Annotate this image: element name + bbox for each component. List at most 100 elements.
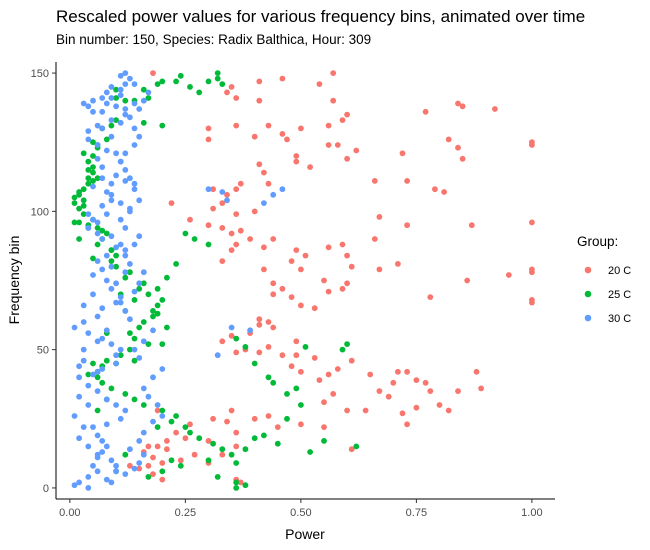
point-20-c [492,106,498,112]
point-25-c [126,269,133,276]
point-30-c [99,449,106,455]
point-20-c [339,241,346,248]
point-25-c [113,117,119,123]
point-25-c [85,167,92,173]
point-20-c [330,391,337,397]
point-30-c [122,407,129,414]
point-20-c [150,471,156,477]
point-30-c [94,368,101,375]
point-20-c [219,258,226,264]
point-20-c [468,222,475,229]
point-25-c [94,374,101,381]
point-30-c [90,272,96,278]
legend-key-20-c [584,266,592,274]
point-25-c [94,225,101,231]
point-25-c [251,360,258,367]
point-20-c [325,122,332,129]
point-30-c [140,338,147,345]
point-30-c [113,468,119,475]
point-20-c [427,388,434,394]
point-20-c [362,407,369,414]
point-20-c [427,294,434,300]
point-30-c [80,319,87,325]
point-25-c [196,435,203,442]
point-25-c [173,261,180,267]
point-20-c [344,407,350,414]
point-25-c [108,122,115,129]
point-30-c [108,341,115,347]
point-25-c [159,407,166,414]
point-20-c [445,407,452,414]
point-25-c [85,180,92,187]
point-20-c [150,70,156,76]
point-25-c [154,310,161,317]
point-25-c [284,391,290,397]
point-30-c [85,382,92,389]
point-30-c [140,269,147,276]
point-25-c [233,485,240,491]
point-20-c [395,368,401,375]
point-30-c [122,269,129,276]
point-25-c [154,81,161,87]
point-25-c [177,72,184,79]
point-30-c [140,451,147,458]
point-30-c [99,125,106,132]
point-25-c [94,241,101,248]
point-30-c [140,429,147,436]
point-30-c [108,180,115,187]
point-30-c [103,327,110,334]
point-25-c [76,236,82,242]
point-25-c [80,197,87,204]
point-30-c [117,216,124,223]
point-20-c [422,108,429,115]
point-25-c [126,346,133,353]
point-20-c [325,142,332,148]
point-30-c [126,208,133,215]
point-20-c [344,111,350,118]
point-25-c [94,175,101,182]
point-25-c [113,86,119,93]
point-25-c [339,346,346,353]
point-20-c [316,81,323,87]
point-20-c [298,368,304,375]
point-20-c [422,379,429,386]
x-tick-label: 0.00 [59,507,80,519]
point-30-c [113,462,119,469]
point-20-c [339,117,346,123]
point-25-c [242,344,249,350]
point-30-c [150,374,156,381]
point-30-c [90,97,96,104]
point-30-c [117,415,124,422]
point-20-c [432,186,438,193]
point-20-c [279,285,286,292]
point-25-c [274,440,281,447]
point-25-c [251,435,258,442]
point-30-c [122,471,129,477]
point-25-c [214,474,221,480]
point-25-c [154,285,161,292]
point-25-c [191,236,198,242]
point-25-c [164,324,170,331]
point-30-c [94,388,101,394]
point-30-c [99,175,106,182]
point-30-c [94,155,101,162]
point-20-c [205,125,212,132]
point-30-c [80,424,87,430]
point-30-c [113,150,119,157]
point-25-c [154,302,161,309]
point-30-c [94,313,101,320]
point-20-c [164,446,170,453]
point-30-c [108,117,115,123]
point-20-c [464,277,471,284]
point-20-c [233,349,240,356]
point-30-c [126,446,133,453]
point-25-c [150,313,156,320]
point-20-c [159,476,166,483]
point-20-c [233,122,240,129]
point-30-c [76,479,82,486]
point-30-c [71,324,78,331]
point-20-c [228,84,235,90]
y-tick-label: 50 [37,345,49,357]
point-20-c [413,377,420,383]
